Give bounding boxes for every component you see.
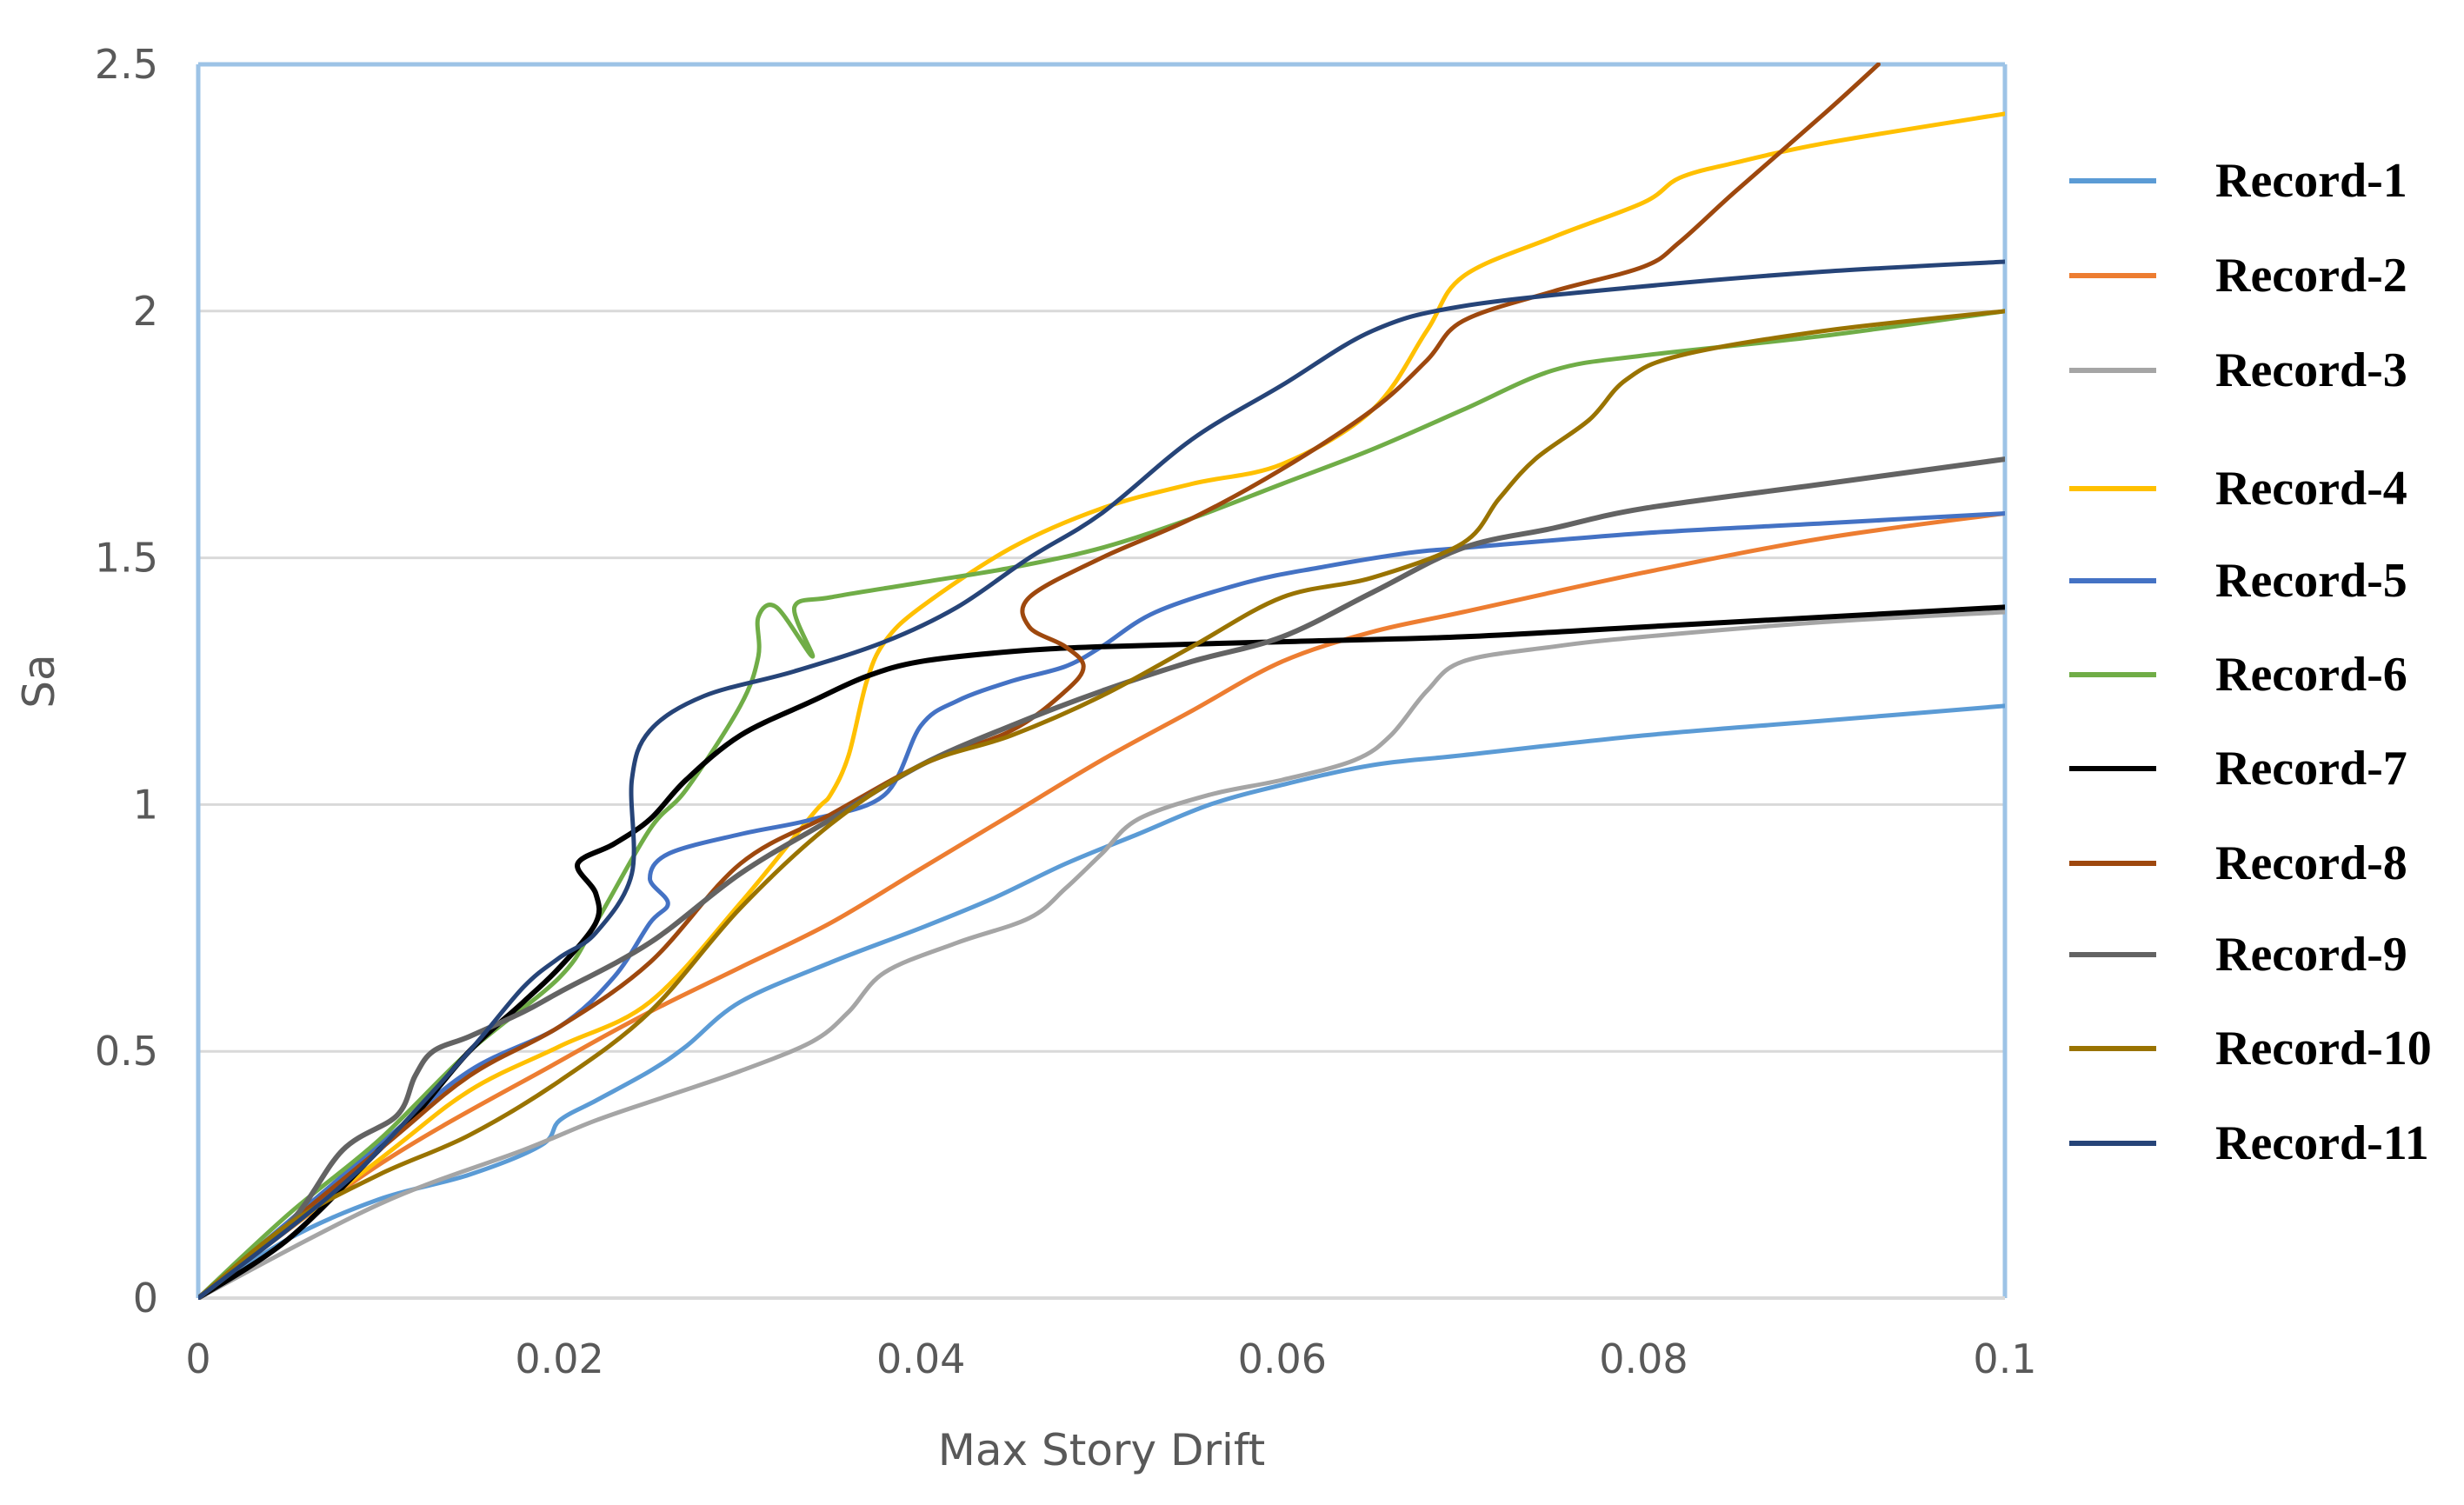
y-tick-label: 0 bbox=[133, 1275, 158, 1322]
legend-item: Record-2 bbox=[2069, 249, 2407, 303]
x-tick-label: 0.04 bbox=[876, 1335, 965, 1382]
y-tick-label: 1.5 bbox=[95, 535, 158, 582]
series-line-record-10 bbox=[198, 309, 2005, 1300]
series-line-record-6 bbox=[198, 309, 2005, 1300]
y-axis-title: Sa bbox=[14, 654, 64, 708]
legend-label: Record-6 bbox=[2215, 648, 2407, 702]
legend-label: Record-8 bbox=[2215, 836, 2407, 890]
legend-label: Record-2 bbox=[2215, 249, 2407, 303]
series-lines bbox=[198, 63, 2005, 1300]
legend-label: Record-9 bbox=[2215, 928, 2407, 982]
legend-item: Record-5 bbox=[2069, 554, 2407, 608]
series-line-record-8 bbox=[198, 63, 1881, 1300]
y-tick-label: 2 bbox=[133, 288, 158, 335]
legend-label: Record-3 bbox=[2215, 343, 2407, 397]
series-line-record-3 bbox=[198, 609, 2005, 1300]
legend-item: Record-9 bbox=[2069, 928, 2407, 982]
series-line-record-9 bbox=[198, 456, 2005, 1300]
y-tick-label: 0.5 bbox=[95, 1028, 158, 1075]
legend-label: Record-1 bbox=[2215, 154, 2407, 208]
legend-item: Record-4 bbox=[2069, 462, 2407, 516]
legend-label: Record-11 bbox=[2215, 1116, 2429, 1170]
legend-item: Record-3 bbox=[2069, 343, 2407, 397]
legend-item: Record-7 bbox=[2069, 742, 2407, 796]
legend: Record-1 Record-2 Record-3 Record-4 Record-5… bbox=[2069, 154, 2432, 1170]
legend-label: Record-5 bbox=[2215, 554, 2407, 608]
legend-label: Record-7 bbox=[2215, 742, 2407, 796]
x-tick-label: 0 bbox=[185, 1335, 210, 1382]
legend-item: Record-6 bbox=[2069, 648, 2407, 702]
legend-item: Record-8 bbox=[2069, 836, 2407, 890]
y-tick-label: 1 bbox=[133, 781, 158, 828]
legend-label: Record-4 bbox=[2215, 462, 2407, 516]
series-line-record-5 bbox=[198, 511, 2005, 1300]
x-axis-title: Max Story Drift bbox=[938, 1425, 1266, 1475]
x-tick-label: 0.1 bbox=[1973, 1335, 2036, 1382]
tick-labels: 0 0.02 0.04 0.06 0.08 0.1 0 0.5 1 1.5 2 2.5 bbox=[95, 41, 2037, 1382]
x-tick-label: 0.08 bbox=[1599, 1335, 1688, 1382]
x-tick-label: 0.02 bbox=[515, 1335, 603, 1382]
plot-frame bbox=[196, 62, 2008, 1300]
legend-item: Record-1 bbox=[2069, 154, 2407, 208]
series-line-record-7 bbox=[198, 604, 2005, 1300]
series-line-record-4 bbox=[198, 111, 2005, 1300]
series-line-record-2 bbox=[198, 511, 2005, 1300]
series-line-record-11 bbox=[198, 259, 2005, 1300]
x-tick-label: 0.06 bbox=[1238, 1335, 1327, 1382]
series-line-record-1 bbox=[198, 703, 2005, 1300]
y-tick-label: 2.5 bbox=[95, 41, 158, 88]
legend-label: Record-10 bbox=[2215, 1022, 2432, 1075]
legend-item: Record-10 bbox=[2069, 1022, 2432, 1075]
legend-item: Record-11 bbox=[2069, 1116, 2429, 1170]
